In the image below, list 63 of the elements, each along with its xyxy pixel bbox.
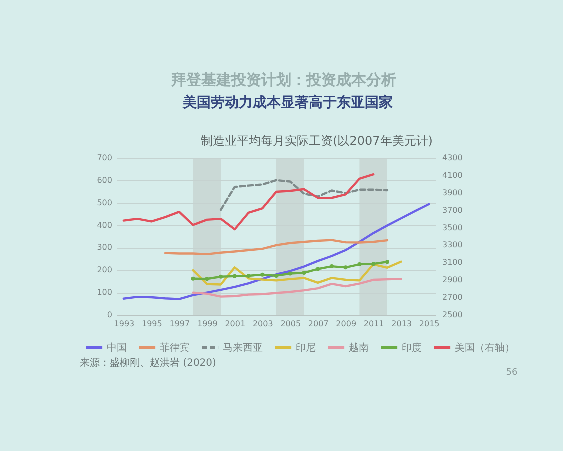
point [288, 272, 292, 276]
x-tick-label: 2005 [280, 320, 302, 328]
text: 拜登基建投资计划：投资成本分析 [170, 71, 396, 89]
line-series [164, 239, 389, 256]
point [372, 262, 376, 266]
x-tick-label: 2011 [364, 320, 384, 328]
point [358, 262, 362, 267]
line-series [192, 260, 402, 286]
y-tick-label: 400 [97, 220, 112, 230]
y2-tick-label: 2500 [442, 310, 463, 320]
line-series [122, 203, 430, 300]
y2-tick-label: 3700 [442, 206, 463, 215]
source-note: 来源：盛柳刚、赵洪岩 (2020) [80, 357, 217, 369]
y-tick-label: 600 [97, 176, 112, 185]
x-tick-label: 1997 [170, 320, 190, 328]
line-series [220, 179, 389, 212]
y2-tick-label: 3500 [442, 223, 463, 232]
point [260, 272, 265, 277]
point [330, 264, 334, 269]
y2-tick-label: 2700 [442, 293, 463, 302]
y-tick-label: 700 [97, 154, 112, 162]
x-tick-label: 2001 [225, 320, 246, 328]
y2-tick-label: 4100 [442, 170, 463, 180]
y2-tick-label: 3300 [442, 240, 463, 250]
y-tick-label: 200 [97, 266, 112, 275]
legend-label: 越南 [349, 342, 369, 354]
x-tick-label: 1999 [197, 320, 218, 328]
y2-tick-label: 2900 [442, 276, 463, 285]
point [274, 274, 278, 278]
x-tick-label: 2003 [252, 320, 274, 328]
x-tick-label: 2009 [336, 320, 357, 328]
point [205, 277, 210, 282]
y-tick-label: 100 [97, 288, 112, 298]
line-series [122, 173, 375, 231]
x-tick-label: 2007 [308, 320, 329, 328]
x-tick-label: 2015 [419, 320, 440, 328]
text: 56 [506, 368, 518, 378]
y-tick-label: 500 [97, 198, 112, 208]
chart-title: 美国劳动力成本显著高于东亚国家 [182, 94, 393, 111]
y-tick-label: 300 [97, 243, 112, 252]
point [232, 274, 237, 278]
x-tick-label: 1995 [142, 320, 162, 328]
legend-label: 印度 [402, 342, 422, 354]
x-tick-label: 1993 [114, 320, 135, 328]
legend-label: 中国 [107, 342, 127, 354]
legend-label: 马来西亚 [223, 342, 263, 354]
point [344, 266, 348, 270]
x-tick-label: 2013 [392, 320, 412, 328]
point [191, 276, 196, 281]
point [316, 267, 320, 272]
y-tick-label: 0 [107, 310, 112, 320]
y2-tick-label: 4300 [442, 154, 463, 162]
legend-label: 印尼 [296, 342, 316, 354]
chart-subtitle: 制造业平均每月实际工资(以2007年美元计) [201, 134, 433, 148]
legend-label: 美国（右轴） [455, 342, 515, 354]
y2-tick-label: 3900 [442, 188, 463, 198]
legend-label: 菲律宾 [160, 342, 190, 354]
point [302, 271, 306, 276]
point [246, 274, 251, 278]
line-series [192, 278, 402, 298]
y2-tick-label: 3100 [442, 258, 463, 268]
point [385, 260, 390, 264]
point [219, 274, 224, 279]
